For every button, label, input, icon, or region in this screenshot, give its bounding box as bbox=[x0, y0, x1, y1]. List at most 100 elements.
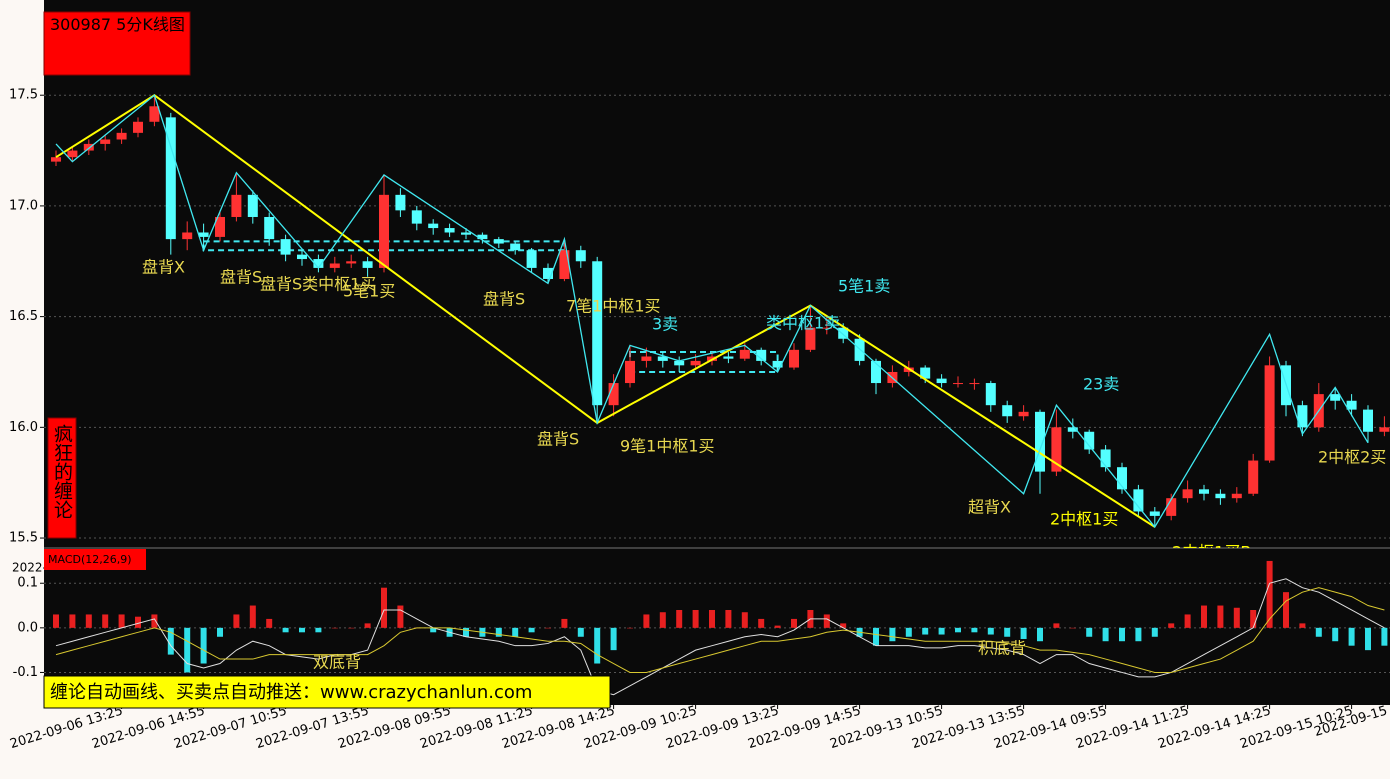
macd-bar bbox=[1119, 627, 1125, 642]
candle-body bbox=[1018, 411, 1029, 417]
macd-title-box bbox=[44, 549, 146, 570]
annotation: 盘背S类中枢1买 bbox=[260, 275, 376, 294]
candle-body bbox=[1264, 365, 1275, 461]
candle-body bbox=[1035, 411, 1045, 472]
macd-bar bbox=[676, 609, 683, 628]
candle-body bbox=[1166, 498, 1177, 516]
macd-bar bbox=[528, 627, 535, 633]
candle-body bbox=[772, 360, 783, 368]
candle-body bbox=[1182, 489, 1193, 499]
macd-bar bbox=[151, 614, 158, 628]
candle-body bbox=[1346, 400, 1357, 410]
y-tick-label: 17.0 bbox=[9, 198, 38, 213]
macd-bar bbox=[1053, 623, 1060, 628]
macd-bar bbox=[774, 625, 781, 628]
macd-bar bbox=[577, 627, 584, 637]
macd-bar bbox=[692, 609, 699, 628]
annotation: 超背X bbox=[968, 498, 1011, 517]
macd-bar bbox=[1217, 605, 1224, 628]
candle-body bbox=[1248, 460, 1259, 494]
candle-body bbox=[477, 234, 488, 240]
macd-bar bbox=[315, 627, 322, 633]
annotation: 2中枢1买B bbox=[1172, 543, 1251, 562]
macd-bar bbox=[1037, 627, 1043, 642]
macd-bar bbox=[1086, 627, 1093, 637]
macd-bar bbox=[1184, 614, 1191, 628]
annotation: 7笔1中枢1买 bbox=[566, 297, 661, 316]
candle-body bbox=[461, 232, 471, 235]
candle-body bbox=[723, 356, 734, 359]
macd-bar bbox=[364, 623, 371, 628]
candle-body bbox=[1133, 489, 1144, 512]
macd-bar bbox=[1102, 627, 1109, 642]
candle-body bbox=[116, 132, 127, 140]
candle-body bbox=[1330, 394, 1341, 401]
macd-bar bbox=[741, 612, 748, 628]
macd-bar bbox=[1266, 560, 1273, 628]
macd-bar bbox=[1168, 623, 1175, 628]
annotation: 盘背S bbox=[483, 290, 525, 309]
candle-body bbox=[67, 150, 78, 158]
macd-bar bbox=[643, 614, 650, 628]
y-tick-label: 15.5 bbox=[9, 531, 38, 546]
macd-bar bbox=[299, 627, 305, 633]
y-tick-label: 0.0 bbox=[17, 620, 38, 635]
candle-body bbox=[1363, 409, 1373, 432]
candle-body bbox=[739, 349, 750, 359]
annotation: 积底背 bbox=[978, 639, 1026, 658]
side-label: 疯狂的缠论 bbox=[51, 424, 73, 519]
macd-bar bbox=[725, 609, 732, 628]
macd-bar bbox=[823, 614, 830, 628]
macd-bar bbox=[1299, 623, 1306, 628]
cursor-label: 2022- bbox=[12, 561, 47, 575]
candle-body bbox=[379, 194, 389, 268]
macd-bar bbox=[709, 609, 715, 628]
candle-body bbox=[575, 250, 586, 262]
y-tick-label: 0.1 bbox=[17, 576, 38, 591]
candle-body bbox=[821, 327, 832, 329]
candle-body bbox=[280, 239, 291, 255]
annotation: 3卖 bbox=[652, 315, 678, 334]
candle-body bbox=[1231, 493, 1242, 499]
candle-body bbox=[1100, 449, 1111, 468]
candle-body bbox=[182, 232, 193, 240]
y-tick-label: 17.5 bbox=[9, 88, 38, 103]
candle-body bbox=[756, 349, 767, 361]
macd-line bbox=[55, 578, 1385, 696]
macd-bar bbox=[627, 627, 633, 629]
candle-body bbox=[1051, 427, 1062, 472]
annotation: 类中枢1卖 bbox=[766, 314, 840, 333]
candle-body bbox=[674, 360, 685, 366]
candle-body bbox=[1002, 405, 1013, 417]
macd-line bbox=[55, 587, 1385, 673]
macd-panel: 双底背 积底背 bbox=[44, 560, 1390, 696]
candle-body bbox=[1117, 467, 1127, 490]
macd-bar bbox=[1020, 627, 1027, 639]
y-tick-label: -0.1 bbox=[13, 665, 38, 680]
macd-bar bbox=[1201, 605, 1207, 628]
candle-body bbox=[493, 239, 504, 244]
candle-body bbox=[444, 228, 455, 233]
candle-body bbox=[690, 360, 701, 366]
macd-title: MACD(12,26,9) bbox=[48, 553, 132, 566]
candle-body bbox=[838, 327, 849, 339]
candle-body bbox=[51, 157, 61, 162]
candle-body bbox=[969, 383, 980, 385]
candle-body bbox=[329, 263, 340, 268]
candle-body bbox=[264, 216, 275, 240]
candle-body bbox=[1084, 431, 1095, 450]
annotation: 23卖 bbox=[1083, 375, 1119, 394]
annotation: 盘背X bbox=[142, 258, 185, 277]
macd-bar bbox=[348, 627, 355, 629]
macd-bar bbox=[758, 618, 765, 628]
macd-bar bbox=[118, 614, 125, 628]
macd-bar bbox=[463, 627, 469, 637]
macd-bar bbox=[69, 614, 76, 628]
macd-bar bbox=[791, 618, 797, 628]
candle-body bbox=[1149, 511, 1160, 516]
candle-body bbox=[985, 383, 996, 406]
macd-bar bbox=[1151, 627, 1158, 637]
macd-bar bbox=[840, 623, 847, 628]
candle-body bbox=[543, 267, 553, 279]
